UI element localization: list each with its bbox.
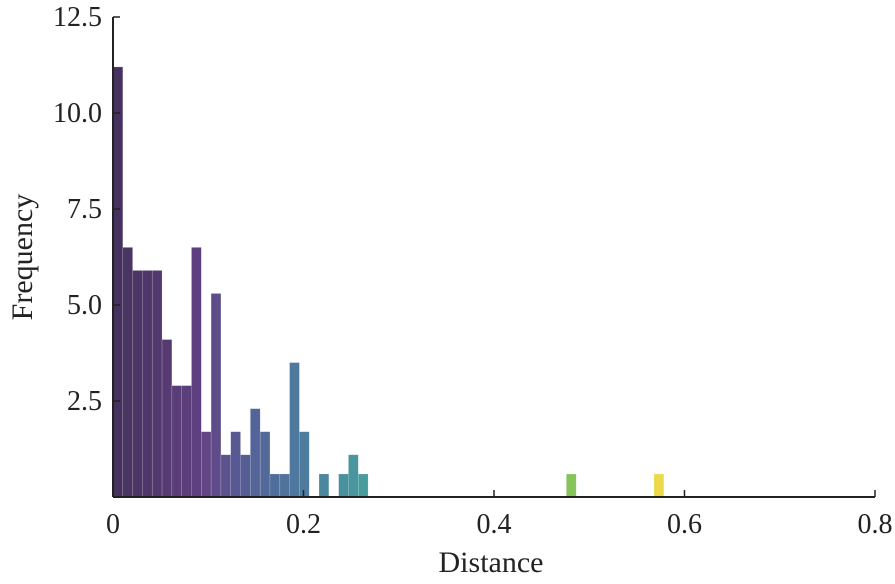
- histogram-bar-19: [299, 431, 310, 498]
- bars-group: [112, 66, 665, 498]
- histogram-bar-13: [240, 454, 251, 498]
- x-tick-label-4: 0.8: [858, 509, 893, 540]
- y-tick-label-2: 7.5: [67, 194, 102, 225]
- histogram-bar-4: [151, 270, 163, 498]
- x-tick-label-0: 0: [106, 509, 120, 540]
- histogram-bar-0: [112, 66, 124, 498]
- x-axis-title: Distance: [439, 546, 544, 579]
- y-tick-label-1: 5.0: [67, 290, 102, 321]
- histogram-bar-8: [191, 247, 202, 498]
- histogram-bar-24: [566, 473, 577, 498]
- histogram-bar-1: [122, 247, 133, 498]
- y-axis-title: Frequency: [6, 194, 39, 321]
- histogram-bar-21: [338, 473, 349, 498]
- histogram-bar-3: [142, 270, 153, 498]
- histogram-bar-25: [653, 473, 665, 498]
- histogram-bar-15: [259, 431, 271, 498]
- y-tick-label-3: 10.0: [53, 98, 102, 129]
- histogram-bar-23: [357, 473, 369, 498]
- axes-group: [112, 17, 875, 498]
- histogram-bar-9: [201, 431, 212, 498]
- histogram-bar-22: [348, 454, 359, 498]
- histogram-bar-14: [250, 408, 261, 498]
- histogram-bar-11: [220, 454, 232, 498]
- histogram-bar-16: [269, 473, 281, 498]
- histogram-bar-2: [132, 270, 143, 498]
- histogram-bar-7: [181, 385, 192, 498]
- x-tick-label-1: 0.2: [286, 509, 321, 540]
- y-tick-label-0: 2.5: [67, 386, 102, 417]
- histogram-bar-18: [289, 362, 300, 498]
- histogram-bar-17: [279, 473, 290, 498]
- histogram-bar-20: [318, 473, 330, 498]
- ticks-group: 0 0.2 0.4 0.6 0.8 2.5 5.0 7.5 10.0 12.5: [53, 2, 893, 540]
- histogram-bar-5: [161, 339, 173, 498]
- x-tick-label-3: 0.6: [667, 509, 702, 540]
- x-tick-label-2: 0.4: [477, 509, 512, 540]
- histogram-bar-12: [230, 431, 241, 498]
- histogram-bar-6: [171, 385, 182, 498]
- histogram-bar-10: [210, 293, 222, 498]
- y-tick-label-4: 12.5: [53, 2, 102, 33]
